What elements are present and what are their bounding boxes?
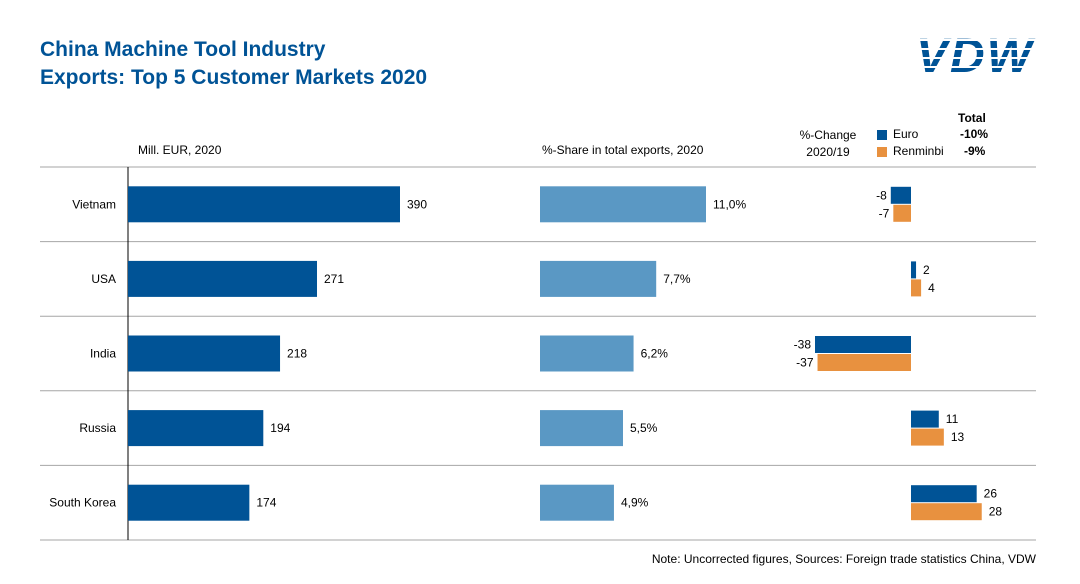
change-bar-renminbi (911, 428, 944, 446)
legend-total-renminbi: -9% (964, 144, 986, 158)
change-value-label: -37 (796, 356, 814, 370)
exports-value-label: 218 (287, 347, 307, 361)
share-bar (540, 186, 706, 223)
exports-value-label: 174 (256, 496, 276, 510)
category-label: South Korea (49, 496, 116, 510)
share-value-label: 7,7% (663, 272, 691, 286)
change-column-header-line2: 2020/19 (806, 145, 850, 159)
share-value-label: 6,2% (641, 347, 669, 361)
legend-swatch-renminbi (877, 147, 887, 157)
exports-value-label: 194 (270, 421, 290, 435)
source-note: Note: Uncorrected figures, Sources: Fore… (651, 552, 1036, 566)
change-bar-euro (911, 410, 939, 428)
category-label: USA (91, 272, 116, 286)
change-bar-renminbi (911, 503, 982, 521)
change-bar-euro (911, 485, 977, 503)
legend-total-euro: -10% (960, 127, 989, 141)
change-bar-renminbi (911, 279, 922, 297)
change-value-label: -7 (879, 206, 890, 220)
change-bar-renminbi (817, 354, 911, 371)
category-label: Vietnam (72, 197, 116, 211)
legend-label-euro: Euro (893, 127, 919, 141)
exports-value-label: 390 (407, 197, 427, 211)
share-column-header: %-Share in total exports, 2020 (542, 143, 704, 157)
chart-subtitle: Exports: Top 5 Customer Markets 2020 (40, 66, 428, 89)
exports-value-label: 271 (324, 272, 344, 286)
change-bar-euro (911, 261, 917, 279)
share-value-label: 5,5% (630, 421, 658, 435)
exports-bar (128, 335, 281, 372)
change-bar-euro (815, 336, 911, 353)
category-label: Russia (79, 421, 116, 435)
change-value-label: 26 (984, 487, 998, 501)
change-value-label: 28 (989, 505, 1003, 519)
exports-bar (128, 484, 250, 521)
legend-total-header: Total (958, 111, 986, 125)
value-column-header: Mill. EUR, 2020 (138, 143, 222, 157)
change-bar-renminbi (893, 204, 911, 222)
vdw-logo: VDW (916, 32, 1034, 80)
change-value-label: 4 (928, 281, 935, 295)
change-value-label: 2 (923, 263, 930, 277)
change-value-label: -8 (876, 188, 887, 202)
share-value-label: 4,9% (621, 496, 649, 510)
chart-title: China Machine Tool Industry (40, 38, 326, 61)
exports-bar (128, 186, 400, 223)
share-value-label: 11,0% (713, 197, 746, 211)
change-value-label: -38 (794, 338, 812, 352)
share-bar (540, 484, 614, 521)
share-bar (540, 260, 657, 297)
change-bar-euro (890, 186, 911, 204)
legend-label-renminbi: Renminbi (893, 144, 944, 158)
change-value-label: 13 (951, 430, 965, 444)
share-bar (540, 410, 623, 447)
exports-bar (128, 260, 318, 297)
exports-bar (128, 410, 264, 447)
legend-swatch-euro (877, 130, 887, 140)
share-bar (540, 335, 634, 372)
category-label: India (90, 347, 116, 361)
change-value-label: 11 (946, 412, 959, 426)
change-column-header-line1: %-Change (799, 128, 857, 142)
